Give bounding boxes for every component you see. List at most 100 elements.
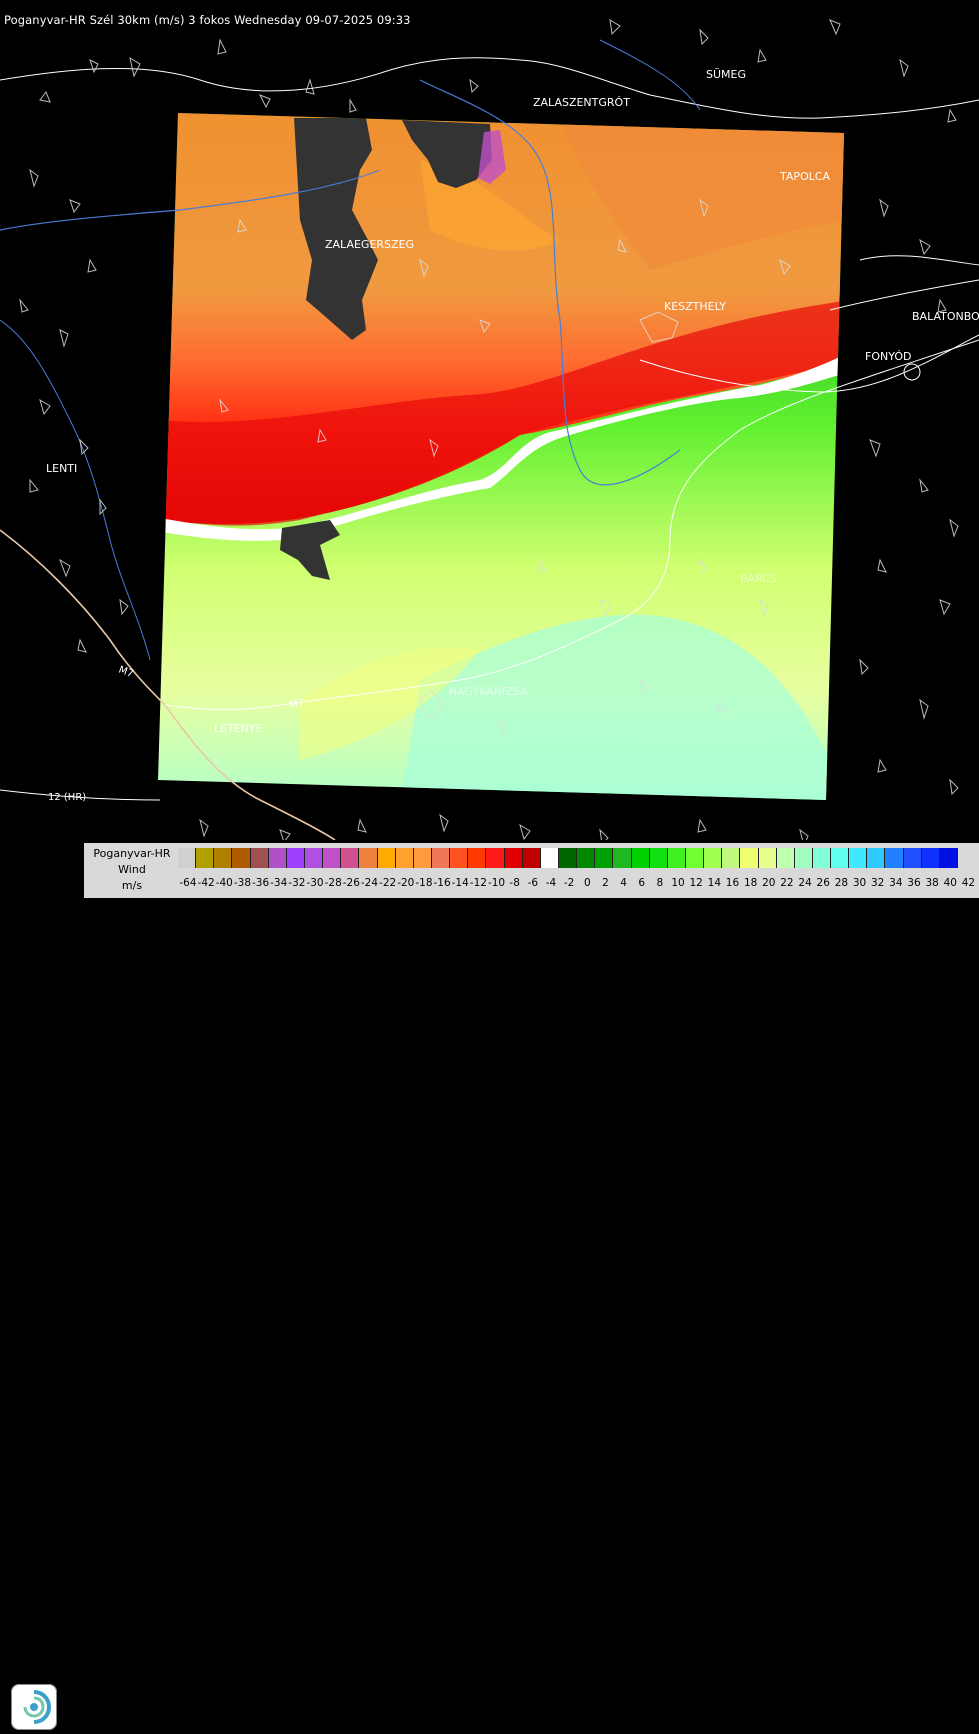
- legend-swatch: [812, 848, 832, 868]
- legend-tick-label: -36: [252, 877, 270, 889]
- road-label-m7-a: M7: [117, 664, 135, 679]
- legend-tick-label: -38: [233, 877, 251, 889]
- road-label-m7-b: M7: [289, 698, 306, 711]
- legend-swatch: [740, 848, 759, 868]
- town-label-fonyod: FONYÓD: [865, 350, 911, 363]
- legend-tick-label: -34: [270, 877, 288, 889]
- legend-label-product: Wind: [118, 863, 146, 876]
- legend-swatch: [486, 848, 505, 868]
- legend-swatch: [595, 848, 614, 868]
- legend-swatch: [504, 848, 523, 868]
- legend-swatch: [540, 848, 559, 868]
- legend-tick-label: 0: [583, 877, 591, 889]
- legend-swatch: [377, 848, 396, 868]
- town-label-zalaegerszeg: ZALAEGERSZEG: [325, 238, 414, 251]
- legend-swatch: [776, 848, 795, 868]
- legend-tick-label: 4: [620, 877, 627, 889]
- legend-swatch: [885, 848, 904, 868]
- legend-label-source: Poganyvar-HR: [93, 847, 171, 860]
- radar-wind-field: [158, 113, 844, 800]
- legend-tick-label: 38: [925, 877, 939, 889]
- town-label-letenye: LETENYE: [214, 722, 263, 735]
- town-label-tapolca: TAPOLCA: [779, 170, 830, 183]
- legend-tick-label: 40: [943, 877, 957, 889]
- legend-swatch: [323, 848, 342, 868]
- legend-swatch: [178, 848, 197, 868]
- legend-tick-label: 18: [743, 877, 758, 889]
- legend-tick-label: -64: [179, 877, 197, 889]
- map-outlines: [0, 39, 979, 841]
- legend-tick-label: -20: [397, 877, 415, 889]
- legend-tick-label: 2: [602, 877, 609, 889]
- legend-tick-label: 36: [907, 877, 921, 889]
- legend-swatch: [921, 848, 940, 868]
- legend-swatch: [758, 848, 777, 868]
- legend-tick-label: 10: [671, 877, 685, 889]
- legend-swatch: [939, 848, 959, 868]
- legend-label-unit: m/s: [121, 879, 143, 892]
- legend-tick-label: 26: [816, 877, 830, 889]
- legend-swatch: [849, 848, 868, 868]
- legend-tick-label: -22: [379, 877, 397, 889]
- legend-tick-label: 32: [870, 877, 885, 889]
- legend-color-swatches: [178, 848, 959, 868]
- legend-tick-label: 12: [689, 877, 703, 889]
- legend-tick-label: 24: [798, 877, 812, 889]
- legend-swatch: [468, 848, 487, 868]
- legend-tick-label: 28: [834, 877, 849, 889]
- town-label-barcs: BARCS: [740, 572, 777, 585]
- legend-swatch: [413, 848, 432, 868]
- settlement-outlines: [19, 19, 959, 848]
- legend-swatch: [631, 848, 650, 868]
- legend-tick-label: -32: [288, 877, 306, 889]
- legend-swatch: [431, 848, 451, 868]
- legend-tick-label: -24: [360, 877, 379, 889]
- town-label-sumeg: SÜMEG: [706, 68, 746, 81]
- road-label-12-hr: 12 (HR): [48, 792, 86, 803]
- legend-swatch: [286, 848, 305, 868]
- legend-tick-label: 20: [762, 877, 776, 889]
- legend-tick-label: -2: [563, 877, 575, 889]
- legend-swatch: [831, 848, 850, 868]
- legend-tick-label: 22: [780, 877, 794, 889]
- legend-swatch: [359, 848, 378, 868]
- legend-swatch: [667, 848, 686, 868]
- legend-swatch: [794, 848, 813, 868]
- legend-tick-label: 16: [725, 877, 740, 889]
- legend-tick-label: 30: [852, 877, 867, 889]
- legend-swatch: [903, 848, 922, 868]
- legend-swatch: [450, 848, 469, 868]
- legend-tick-label: -6: [527, 877, 539, 889]
- legend-tick-label: -4: [545, 877, 557, 889]
- town-label-lenti: LENTI: [46, 462, 77, 475]
- legend-tick-label: -40: [215, 877, 233, 889]
- legend-tick-label: -26: [342, 877, 360, 889]
- legend-swatch: [214, 848, 233, 868]
- legend-tick-label: 6: [638, 877, 646, 889]
- legend-swatch: [304, 848, 324, 868]
- legend-swatch: [685, 848, 705, 868]
- legend-swatch: [250, 848, 269, 868]
- legend-tick-label: -10: [487, 877, 506, 889]
- town-label-zalaszentgrot: ZALASZENTGRÓT: [533, 96, 630, 109]
- town-label-nagykanizsa: NAGYKANIZSA: [449, 685, 528, 698]
- legend-swatch: [341, 848, 360, 868]
- page-title: Poganyvar-HR Szél 30km (m/s) 3 fokos Wed…: [4, 13, 411, 27]
- legend-tick-label: 14: [707, 877, 722, 889]
- town-label-balatonbo: BALATONBO: [912, 310, 979, 323]
- legend-tick-label: -16: [433, 877, 451, 889]
- legend-swatch: [232, 848, 251, 868]
- legend-swatch: [649, 848, 668, 868]
- legend-tick-label: 8: [656, 877, 664, 889]
- radar-logo-icon: [11, 1684, 57, 1730]
- legend-label: Poganyvar-HR Wind m/s: [86, 846, 178, 894]
- legend-swatch: [522, 848, 541, 868]
- legend-swatch: [704, 848, 723, 868]
- legend-tick-label: -42: [197, 877, 215, 889]
- radar-map: SÜMEG ZALASZENTGRÓT TAPOLCA ZALAEGERSZEG…: [0, 19, 979, 848]
- legend-tick-label: 34: [889, 877, 903, 889]
- legend-swatch: [558, 848, 578, 868]
- legend-swatch: [577, 848, 596, 868]
- legend-tick-label: -18: [415, 877, 433, 889]
- legend-swatch: [196, 848, 215, 868]
